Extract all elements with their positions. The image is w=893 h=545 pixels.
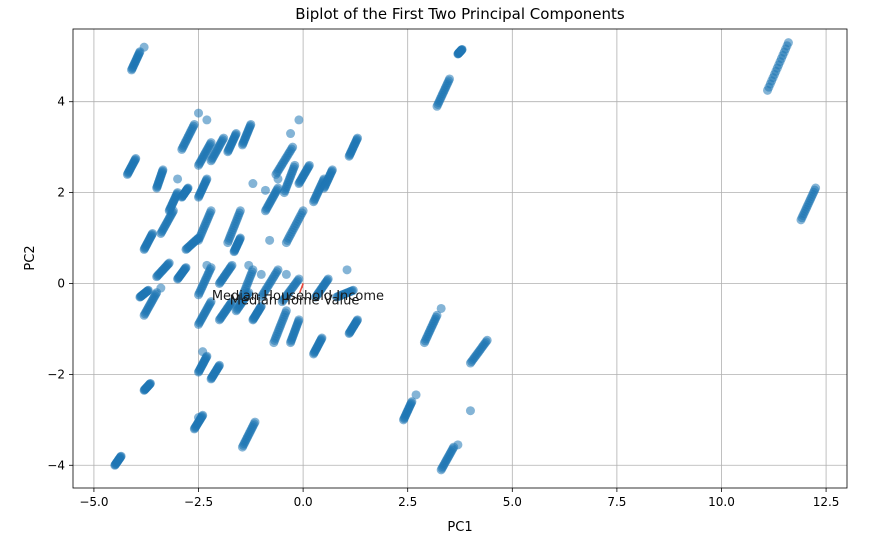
x-tick-label: −2.5 — [184, 495, 213, 509]
scatter-point — [131, 154, 141, 164]
scatter-point — [348, 285, 358, 295]
scatter-point — [194, 413, 204, 423]
scatter-point — [323, 274, 333, 284]
x-tick-label: 12.5 — [813, 495, 840, 509]
scatter-point — [436, 303, 446, 313]
scatter-point — [189, 119, 199, 129]
scatter-point — [281, 269, 291, 279]
x-tick-label: 2.5 — [398, 495, 417, 509]
scatter-point — [206, 138, 216, 148]
scatter-point — [231, 129, 241, 139]
scatter-point — [294, 274, 304, 284]
x-tick-label: −5.0 — [79, 495, 108, 509]
scatter-point — [235, 206, 245, 216]
scatter-points — [110, 38, 821, 475]
scatter-point — [168, 206, 178, 216]
scatter-point — [482, 335, 492, 345]
scatter-point — [294, 115, 304, 125]
scatter-point — [457, 44, 467, 54]
plot-frame — [72, 28, 848, 489]
scatter-point — [281, 306, 291, 316]
scatter-point — [465, 406, 475, 416]
scatter-point — [432, 310, 442, 320]
scatter-point — [181, 263, 191, 273]
scatter-point — [288, 142, 298, 152]
scatter-point — [173, 174, 183, 184]
scatter-point — [194, 108, 204, 118]
scatter-point — [246, 119, 256, 129]
scatter-point — [219, 133, 229, 143]
scatter-point — [304, 160, 314, 170]
y-tick-label: −4 — [47, 458, 65, 472]
loading-label: Median Household Income — [212, 289, 384, 304]
loading-label: Median Home Value — [230, 294, 360, 309]
scatter-point — [198, 347, 208, 357]
scatter-point — [202, 174, 212, 184]
scatter-point — [183, 183, 193, 193]
scatter-point — [147, 229, 157, 238]
scatter-point — [290, 160, 300, 170]
axis-ticks: −5.0 −2.5 0.0 2.5 5.0 7.5 10.0 12.5 −4 −2 0 2 4 — [47, 95, 839, 509]
scatter-point — [227, 260, 237, 270]
x-axis-label: PC1 — [447, 520, 472, 535]
scatter-point — [244, 288, 254, 298]
x-tick-label: 0.0 — [294, 495, 313, 509]
scatter-point — [139, 42, 149, 52]
chart-title: Biplot of the First Two Principal Compon… — [295, 5, 625, 23]
scatter-point — [273, 183, 283, 193]
scatter-point — [256, 301, 266, 311]
scatter-point — [453, 440, 463, 450]
scatter-point — [227, 297, 237, 307]
scatter-point — [407, 397, 417, 407]
scatter-point — [294, 315, 304, 325]
y-tick-label: −2 — [47, 367, 65, 381]
scatter-point — [286, 129, 296, 139]
scatter-point — [353, 315, 362, 325]
x-tick-label: 7.5 — [607, 495, 626, 509]
scatter-point — [273, 174, 283, 184]
scatter-point — [202, 260, 212, 270]
y-tick-label: 4 — [57, 95, 65, 109]
scatter-point — [158, 165, 168, 175]
scatter-point — [206, 297, 216, 307]
scatter-point — [202, 115, 212, 125]
scatter-point — [317, 333, 327, 343]
scatter-point — [353, 133, 362, 143]
grid-lines — [73, 29, 847, 488]
scatter-point — [116, 451, 126, 461]
scatter-point — [194, 233, 204, 243]
scatter-point — [327, 165, 337, 175]
scatter-point — [164, 258, 174, 268]
scatter-point — [445, 74, 455, 84]
scatter-point — [248, 179, 258, 189]
scatter-point — [256, 269, 266, 279]
scatter-point — [156, 283, 166, 293]
y-tick-label: 0 — [57, 277, 65, 291]
scatter-point — [260, 185, 270, 195]
scatter-point — [214, 360, 224, 370]
scatter-point — [342, 265, 352, 275]
y-tick-label: 2 — [57, 186, 65, 200]
scatter-point — [273, 265, 283, 275]
y-axis-label: PC2 — [23, 245, 38, 270]
scatter-point — [298, 206, 308, 216]
scatter-point — [235, 233, 245, 243]
x-tick-label: 10.0 — [708, 495, 735, 509]
scatter-point — [783, 38, 793, 48]
scatter-point — [811, 183, 821, 193]
scatter-point — [265, 235, 275, 245]
scatter-point — [145, 378, 155, 388]
scatter-point — [250, 417, 260, 427]
scatter-point — [411, 390, 421, 400]
x-tick-label: 5.0 — [503, 495, 522, 509]
loading-arrow — [299, 283, 304, 293]
scatter-point — [244, 260, 254, 270]
scatter-point — [143, 285, 153, 295]
scatter-point — [206, 206, 216, 216]
